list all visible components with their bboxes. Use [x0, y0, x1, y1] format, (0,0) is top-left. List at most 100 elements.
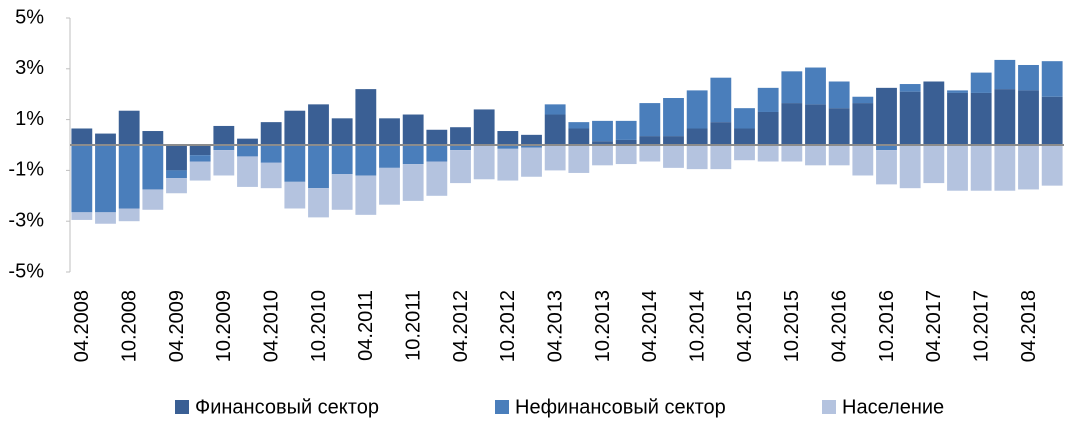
- bar: [402, 164, 424, 201]
- bar: [734, 108, 755, 129]
- bar: [473, 145, 495, 180]
- y-tick-label: 1%: [15, 108, 44, 130]
- bar: [876, 87, 897, 145]
- x-tick-label: 04.2012: [450, 290, 472, 362]
- bar: [260, 162, 282, 189]
- legend-label: Население: [842, 396, 944, 418]
- bar: [142, 189, 164, 210]
- bar: [828, 145, 850, 166]
- legend-swatch: [175, 400, 189, 414]
- bar: [710, 122, 732, 145]
- x-tick-label: 10.2013: [592, 290, 614, 362]
- bar: [568, 122, 590, 129]
- bar: [402, 145, 424, 165]
- bar: [544, 145, 566, 171]
- bar: [828, 108, 850, 145]
- bar: [95, 145, 116, 213]
- bar: [805, 145, 826, 166]
- bar: [166, 170, 187, 179]
- bar: [355, 175, 377, 215]
- bar: [710, 145, 732, 170]
- legend-label: Нефинансовый сектор: [515, 396, 726, 418]
- bar: [805, 67, 826, 105]
- bar: [876, 145, 897, 151]
- bar: [663, 145, 684, 168]
- bar: [544, 104, 566, 115]
- bar: [876, 150, 897, 185]
- bar: [308, 145, 329, 189]
- bar: [1018, 90, 1039, 145]
- bar: [118, 208, 140, 222]
- bar: [828, 81, 850, 109]
- bar: [189, 161, 211, 181]
- bar: [213, 145, 235, 151]
- bar: [237, 156, 258, 187]
- x-tick-label: 04.2018: [1018, 290, 1040, 362]
- bar: [615, 139, 637, 145]
- bar: [734, 145, 755, 161]
- bar: [1041, 61, 1063, 97]
- bar: [497, 148, 519, 181]
- x-tick-label: 10.2015: [781, 290, 803, 362]
- bar: [970, 92, 992, 145]
- bar: [686, 128, 708, 145]
- bar: [757, 87, 779, 112]
- x-tick-label: 04.2009: [166, 290, 188, 362]
- bar: [379, 145, 400, 168]
- bar: [947, 90, 968, 93]
- bar: [521, 145, 542, 148]
- bar: [639, 136, 661, 145]
- bar: [592, 145, 613, 166]
- bar: [473, 109, 495, 145]
- bar: [355, 89, 377, 145]
- bar: [994, 59, 1016, 90]
- bar: [923, 145, 945, 184]
- bar: [686, 145, 708, 170]
- bar: [189, 145, 211, 156]
- legend-swatch: [495, 400, 509, 414]
- bar: [923, 81, 945, 145]
- bar: [781, 145, 803, 162]
- bar: [331, 145, 353, 175]
- bar: [450, 150, 471, 184]
- bar: [379, 167, 400, 205]
- x-tick-label: 10.2017: [970, 290, 992, 362]
- bar: [994, 89, 1016, 145]
- bar: [852, 145, 874, 176]
- x-tick-label: 04.2014: [639, 290, 661, 362]
- bar: [663, 136, 684, 145]
- bar: [781, 71, 803, 104]
- bar: [450, 145, 471, 151]
- bar: [899, 84, 921, 92]
- bar: [426, 161, 448, 196]
- bar: [899, 145, 921, 189]
- bar: [852, 103, 874, 145]
- bar: [284, 145, 306, 182]
- x-tick-label: 10.2014: [686, 290, 708, 362]
- bar: [284, 181, 306, 209]
- bar: [970, 72, 992, 93]
- bar: [947, 145, 968, 191]
- legend-swatch: [822, 400, 836, 414]
- bar: [592, 120, 613, 142]
- bar: [497, 145, 519, 149]
- bar: [852, 96, 874, 104]
- bar: [166, 178, 187, 194]
- x-tick-label: 04.2016: [828, 290, 850, 362]
- x-tick-label: 04.2008: [71, 290, 93, 362]
- bar: [189, 155, 211, 162]
- x-tick-label: 04.2017: [923, 290, 945, 362]
- bar: [970, 145, 992, 191]
- x-tick-label: 04.2013: [544, 290, 566, 362]
- bar: [1041, 145, 1063, 186]
- bar: [142, 131, 164, 145]
- bar: [95, 133, 116, 145]
- bar: [734, 128, 755, 145]
- bar: [994, 145, 1016, 191]
- bar: [260, 145, 282, 163]
- bar: [402, 114, 424, 145]
- bar: [521, 147, 542, 177]
- bar: [142, 145, 164, 190]
